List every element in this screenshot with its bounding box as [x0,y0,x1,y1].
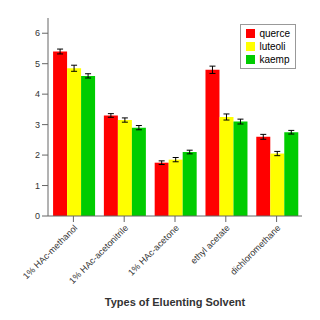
html-text:luteoli: luteoli [259,41,286,52]
svg-text:1: 1 [35,181,40,191]
svg-text:Types of Eluenting Solvent: Types of Eluenting Solvent [105,296,246,308]
svg-text:5: 5 [35,59,40,69]
html-text:querce: querce [259,28,290,39]
svg-text:1% HAc-methanol: 1% HAc-methanol [21,223,79,281]
svg-text:4: 4 [35,89,40,99]
svg-text:ethyl acetate: ethyl acetate [189,223,232,266]
svg-text:6: 6 [35,28,40,38]
svg-text:1% HAc-acetonitrile: 1% HAc-acetonitrile [67,223,130,286]
svg-text:dichloromethane: dichloromethane [228,223,282,277]
svg-text:0: 0 [35,211,40,221]
svg-text:2: 2 [35,150,40,160]
html-text:kaemp: kaemp [259,54,290,65]
svg-text:3: 3 [35,120,40,130]
svg-text:1% HAc-acetone: 1% HAc-acetone [126,223,181,278]
